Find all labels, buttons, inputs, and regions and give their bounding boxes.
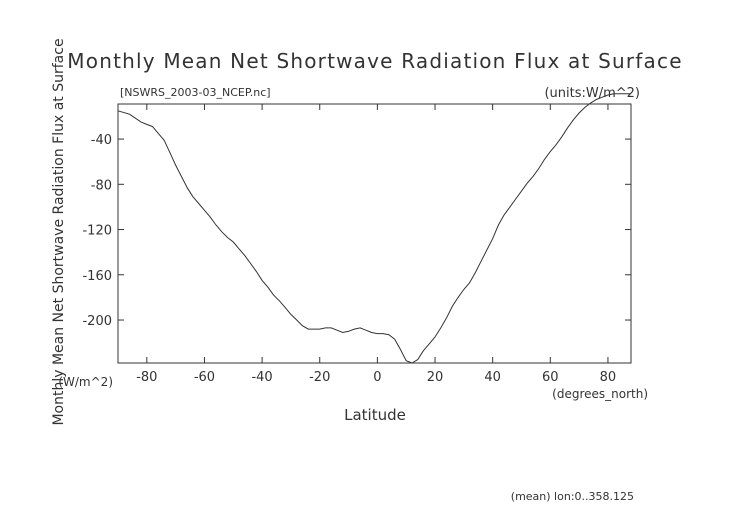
x-axis-label: Latitude	[344, 406, 406, 424]
x-tick-label: 0	[373, 370, 381, 385]
x-axis-ticks: -80 -60 -40 -20 0 20 40 60 80	[136, 104, 616, 385]
chart-subtitle-left: [NSWRS_2003-03_NCEP.nc]	[120, 86, 271, 99]
y-axis-label: Monthly Mean Net Shortwave Radiation Flu…	[51, 38, 67, 425]
y-axis-ticks: -40 -80 -120 -160 -200	[82, 133, 631, 329]
series-line	[117, 93, 631, 364]
series-layer	[117, 93, 631, 364]
x-tick-label: -20	[309, 370, 330, 385]
chart-subtitle-right: (units:W/m^2)	[544, 86, 640, 101]
y-tick-label: -80	[91, 178, 112, 193]
y-axis-units: (W/m^2)	[58, 375, 113, 389]
x-tick-label: -80	[136, 370, 157, 385]
x-tick-label: 60	[542, 370, 559, 385]
y-tick-label: -120	[82, 224, 112, 239]
y-tick-label: -40	[91, 133, 112, 148]
x-tick-label: 20	[427, 370, 444, 385]
footnote: (mean) lon:0..358.125	[511, 490, 634, 503]
y-tick-label: -160	[82, 269, 112, 284]
x-tick-label: -60	[194, 370, 215, 385]
x-axis-units: (degrees_north)	[552, 387, 648, 401]
plot-frame	[117, 103, 632, 364]
x-tick-label: 40	[484, 370, 501, 385]
x-tick-label: -40	[251, 370, 272, 385]
x-tick-label: 80	[600, 370, 617, 385]
y-tick-label: -200	[82, 314, 112, 329]
chart-title: Monthly Mean Net Shortwave Radiation Flu…	[67, 49, 682, 73]
